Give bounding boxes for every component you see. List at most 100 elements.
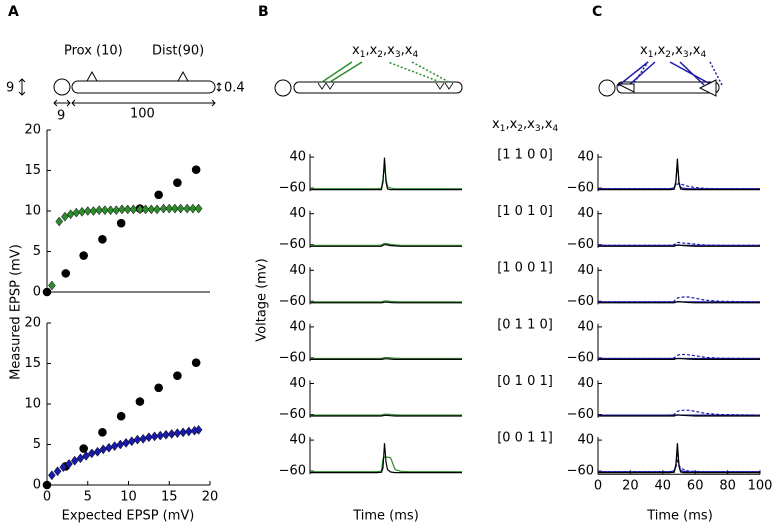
- y-tick-label: −60: [567, 181, 594, 196]
- trace: [310, 443, 462, 474]
- pattern: [1 0 1 0]: [497, 204, 553, 219]
- synapse-label: Dist(90): [152, 44, 204, 59]
- marker: [173, 178, 182, 187]
- x-tick-label: 10: [120, 490, 137, 505]
- marker: [59, 462, 68, 473]
- trace: [598, 414, 760, 417]
- subscript: 1: [500, 124, 506, 134]
- y-tick-label: 0: [33, 478, 41, 493]
- y-tick-label: 40: [577, 206, 594, 221]
- marker: [116, 411, 126, 421]
- panel-label: B: [258, 4, 269, 20]
- trace: [598, 158, 760, 191]
- axis-title: Measured EPSP (mV): [9, 244, 24, 380]
- y-tick-label: 40: [577, 319, 594, 334]
- trace: [310, 301, 462, 304]
- marker: [150, 431, 159, 442]
- separator: ,: [505, 117, 509, 132]
- pattern: [1 1 0 0]: [497, 148, 553, 163]
- marker: [191, 358, 201, 367]
- marker: [116, 439, 125, 450]
- subscript: 4: [412, 50, 418, 60]
- marker: [167, 429, 176, 439]
- pattern: [0 0 1 1]: [497, 431, 553, 446]
- marker: [173, 371, 182, 380]
- marker: [106, 205, 115, 216]
- synapse-label: x1,x2,x3,x4: [640, 43, 706, 60]
- marker: [156, 430, 165, 441]
- x-tick-label: 0: [594, 479, 602, 494]
- y-tick-label: −60: [567, 350, 594, 365]
- marker: [139, 433, 147, 444]
- marker: [61, 269, 71, 278]
- marker: [78, 206, 86, 217]
- marker: [95, 205, 103, 216]
- marker: [147, 204, 156, 215]
- subscript: 2: [517, 124, 523, 134]
- marker: [98, 235, 107, 244]
- y-tick-label: 40: [577, 150, 594, 165]
- axis-title: Expected EPSP (mV): [62, 509, 195, 524]
- separator: ,: [541, 117, 545, 132]
- trace: [598, 409, 761, 416]
- marker: [118, 204, 126, 215]
- y-tick-label: 5: [33, 437, 41, 452]
- separator: ,: [653, 43, 657, 58]
- subscript: 4: [700, 50, 706, 60]
- y-tick-label: 40: [289, 263, 306, 278]
- trace: [310, 157, 462, 191]
- marker: [171, 203, 179, 214]
- x-tick-label: 40: [655, 479, 672, 494]
- marker: [176, 203, 185, 214]
- x-tick-label: 100: [748, 479, 773, 494]
- symbol: x: [545, 117, 553, 132]
- y-tick-label: 40: [289, 376, 306, 391]
- y-tick-label: 40: [289, 433, 306, 448]
- marker: [48, 470, 56, 481]
- marker: [112, 205, 121, 216]
- marker: [133, 434, 142, 445]
- trace: [598, 357, 760, 360]
- symbol: x: [693, 43, 701, 58]
- symbol: x: [352, 43, 360, 58]
- y-tick-label: 15: [24, 163, 41, 178]
- subscript: 3: [395, 50, 401, 60]
- marker: [105, 442, 113, 453]
- marker: [162, 429, 170, 440]
- symbol: x: [640, 43, 648, 58]
- symbol: x: [405, 43, 413, 58]
- subscript: 2: [377, 50, 383, 60]
- subscript: 1: [648, 50, 654, 60]
- symbol: x: [370, 43, 378, 58]
- separator: ,: [689, 43, 693, 58]
- marker: [179, 427, 187, 438]
- symbol: x: [658, 43, 666, 58]
- symbol: x: [527, 117, 535, 132]
- symbol: x: [675, 43, 683, 58]
- marker: [173, 428, 182, 439]
- y-tick-label: 0: [33, 285, 41, 300]
- marker: [129, 204, 138, 215]
- x-tick-label: 80: [719, 479, 736, 494]
- marker: [122, 437, 130, 448]
- subscript: 1: [360, 50, 366, 60]
- marker: [61, 211, 69, 222]
- marker: [79, 251, 88, 260]
- y-tick-label: −60: [567, 237, 594, 252]
- y-tick-label: 20: [24, 123, 41, 138]
- subscript: 4: [552, 124, 558, 134]
- separator: ,: [365, 43, 369, 58]
- subscript: 2: [665, 50, 671, 60]
- y-tick-label: −60: [279, 350, 306, 365]
- pattern: [0 1 0 1]: [497, 374, 553, 389]
- dimension: 100: [130, 107, 155, 122]
- y-tick-label: 40: [577, 433, 594, 448]
- marker: [53, 466, 62, 477]
- y-tick-label: 40: [577, 263, 594, 278]
- marker: [82, 450, 90, 461]
- dimension: 0.4: [224, 81, 245, 96]
- y-tick-label: −60: [567, 294, 594, 309]
- trace: [310, 300, 462, 303]
- marker: [116, 218, 126, 228]
